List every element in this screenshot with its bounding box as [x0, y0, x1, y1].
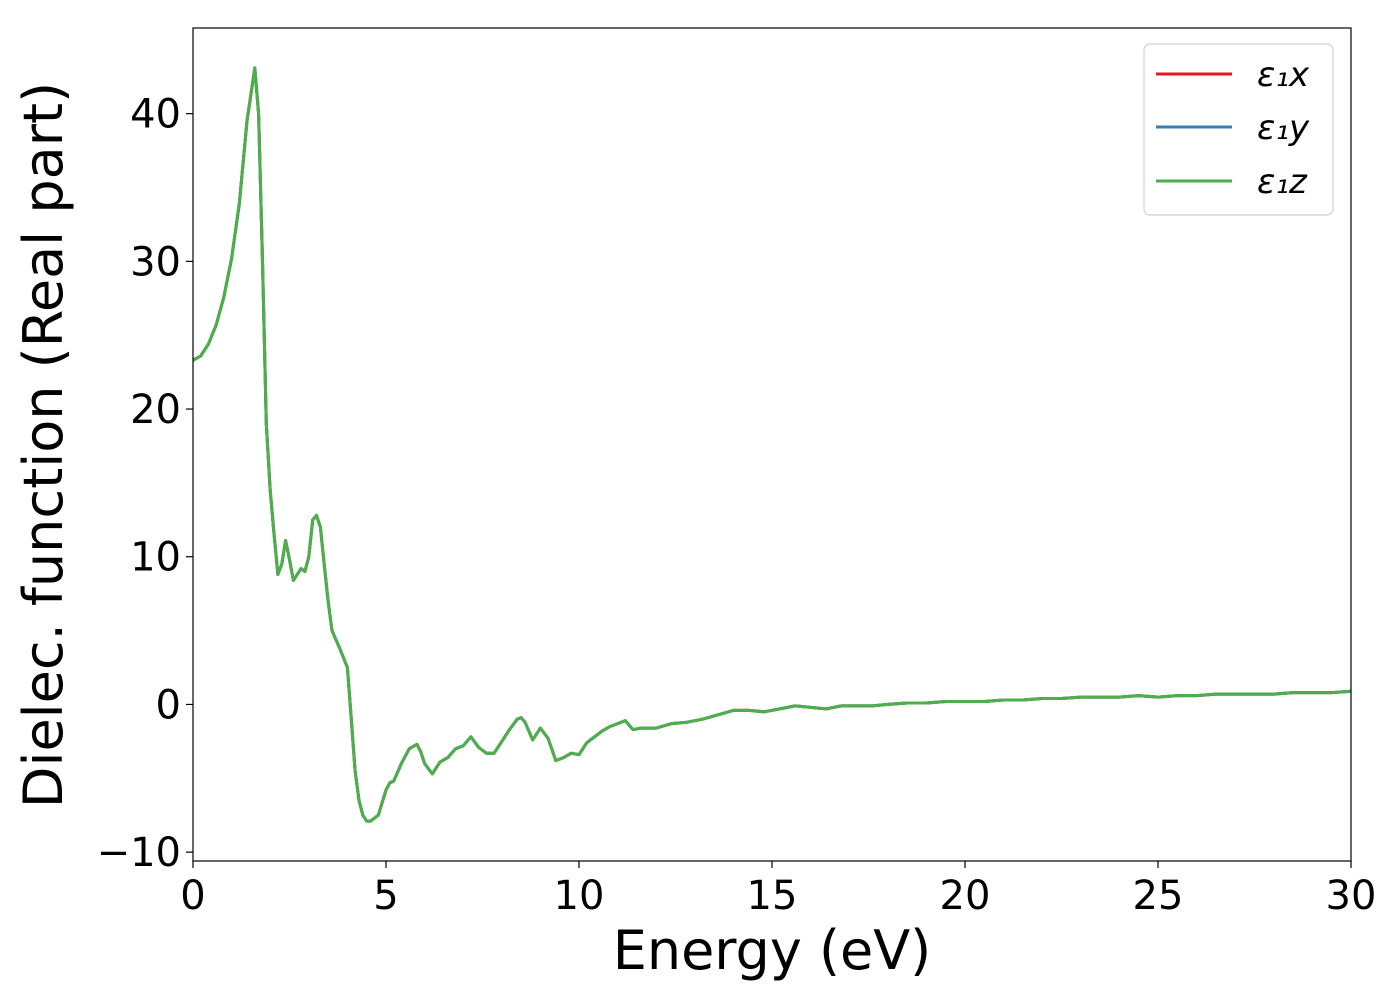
series-line-eps1z — [192, 66, 1352, 823]
y-tick-label-10: 10 — [130, 535, 181, 581]
y-axis-ticks: −10 0 10 20 30 40 — [97, 92, 193, 876]
y-tick-label-20: 20 — [130, 387, 181, 433]
x-axis-ticks: 0 5 10 15 20 25 30 — [180, 861, 1376, 919]
x-tick-label-0: 0 — [180, 873, 205, 919]
x-tick-label-5: 5 — [373, 873, 398, 919]
legend-box — [1143, 43, 1334, 216]
y-axis-title: Dielec. function (Real part) — [12, 82, 75, 808]
y-tick-label-0: 0 — [156, 682, 181, 728]
y-tick-label-30: 30 — [130, 239, 181, 285]
legend-label-eps1x: ε₁x — [1257, 55, 1310, 95]
x-tick-label-10: 10 — [554, 873, 605, 919]
series-layer — [192, 66, 1352, 823]
x-tick-label-25: 25 — [1133, 873, 1184, 919]
y-tick-label--10: −10 — [97, 830, 181, 876]
x-tick-label-15: 15 — [747, 873, 798, 919]
x-tick-label-20: 20 — [940, 873, 991, 919]
y-tick-label-40: 40 — [130, 92, 181, 138]
x-axis-title: Energy (eV) — [613, 919, 932, 982]
legend-label-eps1y: ε₁y — [1257, 108, 1310, 148]
legend: ε₁x ε₁y ε₁z — [1143, 43, 1334, 216]
legend-label-eps1z: ε₁z — [1257, 162, 1308, 202]
x-tick-label-30: 30 — [1326, 873, 1377, 919]
